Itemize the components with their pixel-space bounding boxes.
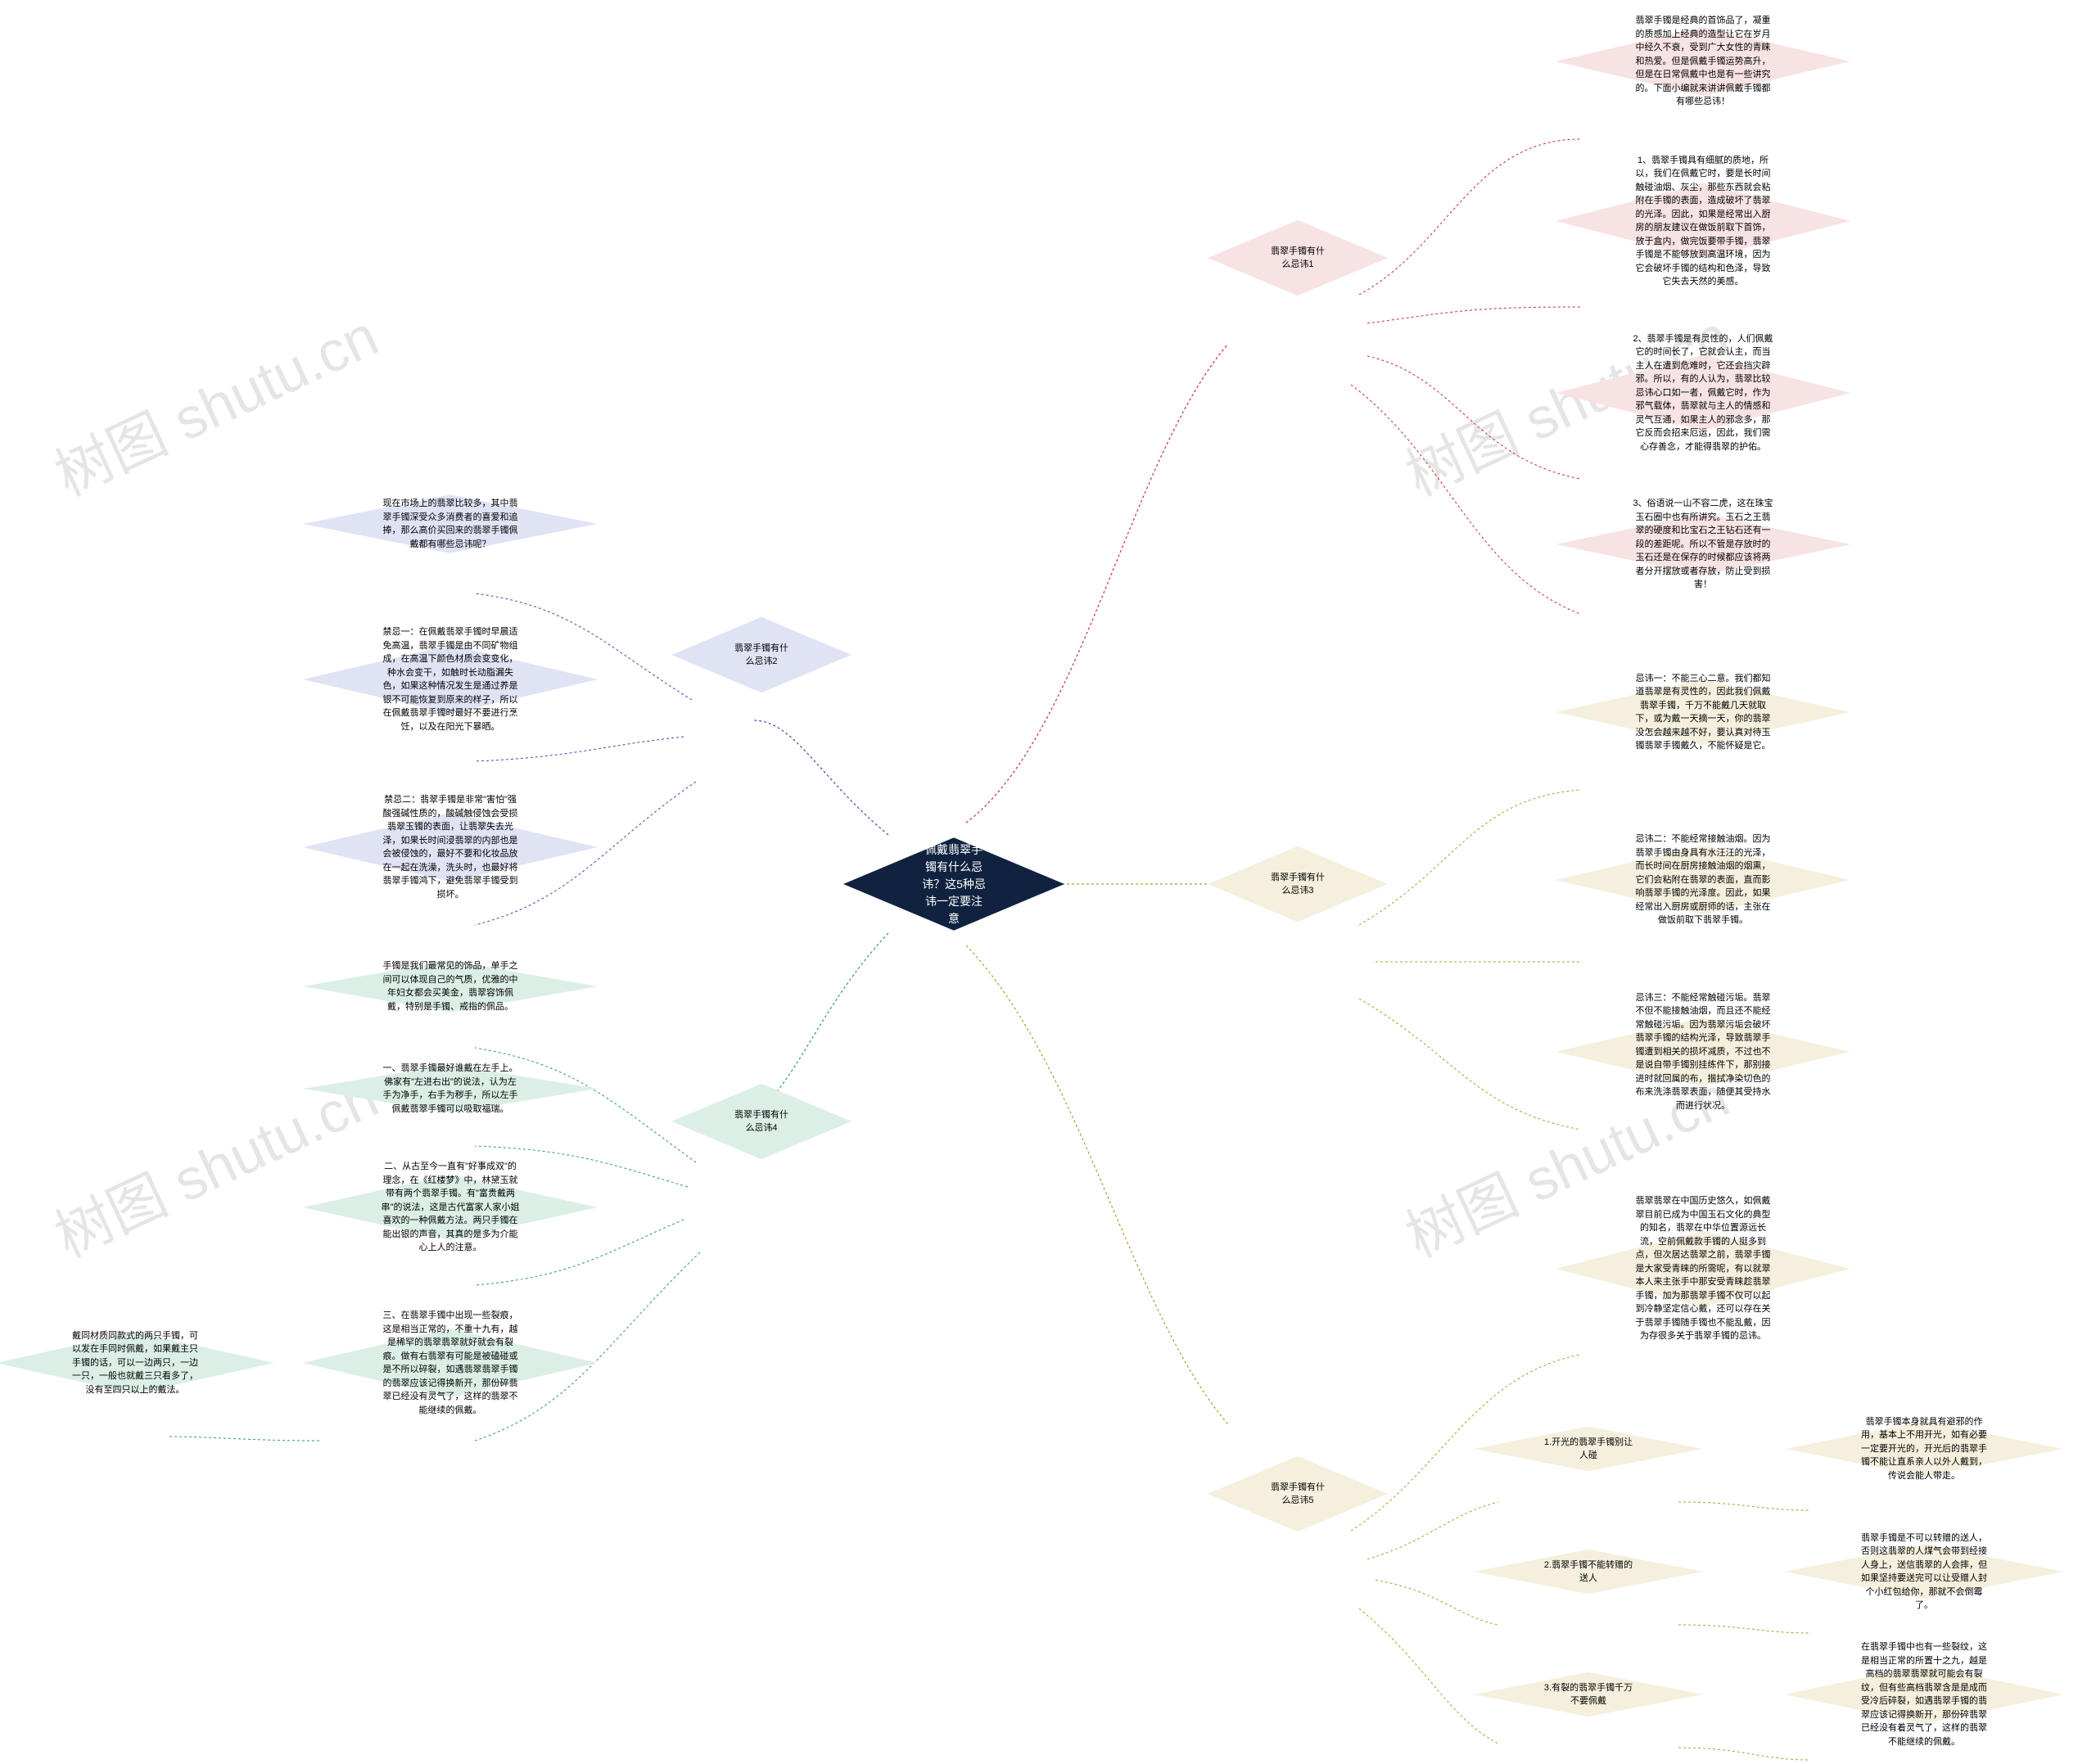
leaf-node-b2c2[interactable]: 禁忌一：在佩戴翡翠手镯时早晨适免高温，翡翠手镯是由不同矿物组成，在高温下颜色材质…: [303, 598, 598, 761]
leaf-text: 1.开光的翡翠手镯别让人碰: [1508, 1436, 1669, 1463]
branch-label: 翡翠手镯有什么忌讳3: [1235, 871, 1361, 898]
leaf-text: 忌讳二：不能经常接触油烟。因为翡翠手镯由身具有水汪汪的光泽，而长时间在厨房接触油…: [1600, 832, 1806, 927]
root-node[interactable]: 佩戴翡翠手镯有什么忌讳？这5种忌讳一定要注意: [843, 774, 1064, 995]
leaf-node-b4c4[interactable]: 三、在翡翠手镯中出现一些裂痕，这是相当正常的，不重十九有，越是稀罕的翡翠翡翠就好…: [303, 1281, 598, 1445]
leaf-node-b1c4[interactable]: 3、俗语说一山不容二虎，这在珠宝玉石圈中也有所讲究。玉石之王翡翠的硬度和比宝石之…: [1556, 471, 1850, 618]
leaf-text: 在翡翠手镯中也有一些裂纹，这是相当正常的所置十之九，越是高档的翡翠翡翠就可能会有…: [1827, 1640, 2021, 1748]
leaf-node-b3c1[interactable]: 忌讳一：不能三心二意。我们都知道翡翠是有灵性的，因此我们佩戴翡翠手镯，千万不能戴…: [1556, 634, 1850, 790]
leaf-node-b4c2[interactable]: 一、翡翠手镯最好谁戴在左手上。佛家有"左进右出"的说法，认为左手为净手，右手为秽…: [303, 1031, 598, 1146]
branch-label: 翡翠手镯有什么忌讳4: [698, 1108, 824, 1135]
leaf-text: 三、在翡翠手镯中出现一些裂痕，这是相当正常的，不重十九有，越是稀罕的翡翠翡翠就好…: [347, 1309, 553, 1417]
leaf-text: 忌讳一：不能三心二意。我们都知道翡翠是有灵性的，因此我们佩戴翡翠手镯，千万不能戴…: [1600, 672, 1806, 753]
leaf-node-b4c3[interactable]: 二、从古至今一直有"好事成双"的理念，在《红楼梦》中，林黛玉就带有两个翡翠手镯。…: [303, 1130, 598, 1285]
leaf-node-b3c3[interactable]: 忌讳三：不能经常触碰污垢。翡翠不但不能接触油烟，而且还不能经常触碰污垢。因为翡翠…: [1556, 970, 1850, 1134]
branch-label: 翡翠手镯有什么忌讳2: [698, 642, 824, 669]
leaf-node-b1c1[interactable]: 翡翠手镯是经典的首饰品了，凝重的质感加上经典的造型让它在岁月中经久不衰，受到广大…: [1556, 0, 1850, 143]
branch-node-5[interactable]: 翡翠手镯有什么忌讳5: [1208, 1404, 1388, 1584]
branch-label: 翡翠手镯有什么忌讳5: [1235, 1481, 1361, 1508]
leaf-text: 戴同材质同款式的两只手镯，可以发在手同时佩戴，如果戴主只手镯的话，可以一边两只，…: [38, 1329, 233, 1397]
branch-node-3[interactable]: 翡翠手镯有什么忌讳3: [1208, 794, 1388, 974]
leaf-node-b1c3[interactable]: 2、翡翠手镯是有灵性的，人们佩戴它的时间长了，它就会认主，而当主人在遭到危难时，…: [1556, 303, 1850, 483]
leaf-node-b5c2[interactable]: 2.翡翠手镯不能转赠的送人: [1474, 1518, 1703, 1625]
leaf-node-b1c2[interactable]: 1、翡翠手镯具有细腻的质地，所以，我们在佩戴它时，要是长时间触碰油烟、灰尘，那些…: [1556, 131, 1850, 311]
leaf-node-b5c3[interactable]: 3.有裂的翡翠手镯千万不要佩戴: [1474, 1641, 1703, 1748]
leaf-text: 翡翠手镯是不可以转赠的送人，否则这翡翠的人煤气会带到经接人身上，送信翡翠的人会摔…: [1827, 1532, 2021, 1613]
leaf-text: 现在市场上的翡翠比较多，其中翡翠手镯深受众多消费者的喜爱和追捧，那么高价买回来的…: [347, 497, 553, 551]
branch-label: 翡翠手镯有什么忌讳1: [1235, 245, 1361, 272]
leaf-node-b3c2[interactable]: 忌讳二：不能经常接触油烟。因为翡翠手镯由身具有水汪汪的光泽，而长时间在厨房接触油…: [1556, 798, 1850, 962]
leaf-node-b5c0[interactable]: 翡翠翡翠在中国历史悠久，如佩戴翠目前已成为中国玉石文化的典型的知名，翡翠在中华位…: [1556, 1179, 1850, 1359]
root-label: 佩戴翡翠手镯有什么忌讳？这5种忌讳一定要注意: [888, 841, 1020, 927]
leaf-text: 翡翠手镯是经典的首饰品了，凝重的质感加上经典的造型让它在岁月中经久不衰，受到广大…: [1600, 14, 1806, 109]
leaf-node-b4c1[interactable]: 手镯是我们最常见的饰品，单手之间可以体现自己的气质，优雅的中年妇女都会买美金，翡…: [303, 925, 598, 1048]
leaf-text: 一、翡翠手镯最好谁戴在左手上。佛家有"左进右出"的说法，认为左手为净手，右手为秽…: [347, 1062, 553, 1116]
leaf-text: 2.翡翠手镯不能转赠的送人: [1508, 1559, 1669, 1586]
leaf-text: 忌讳三：不能经常触碰污垢。翡翠不但不能接触油烟，而且还不能经常触碰污垢。因为翡翠…: [1600, 991, 1806, 1113]
branch-node-4[interactable]: 翡翠手镯有什么忌讳4: [671, 1031, 852, 1211]
leaf-node-b2c1[interactable]: 现在市场上的翡翠比较多，其中翡翠手镯深受众多消费者的喜爱和追捧，那么高价买回来的…: [303, 454, 598, 593]
leaf-text: 二、从古至今一直有"好事成双"的理念，在《红楼梦》中，林黛玉就带有两个翡翠手镯。…: [347, 1160, 553, 1255]
branch-node-2[interactable]: 翡翠手镯有什么忌讳2: [671, 565, 852, 745]
leaf-text: 禁忌一：在佩戴翡翠手镯时早晨适免高温，翡翠手镯是由不同矿物组成，在高温下颜色材质…: [347, 625, 553, 733]
leaf-node-b4c5[interactable]: 戴同材质同款式的两只手镯，可以发在手同时佩戴，如果戴主只手镯的话，可以一边两只，…: [0, 1289, 274, 1437]
leaf-text: 2、翡翠手镯是有灵性的，人们佩戴它的时间长了，它就会认主，而当主人在遭到危难时，…: [1600, 332, 1806, 454]
leaf-node-b2c3[interactable]: 禁忌二：翡翠手镯是非常"害怕"强酸强碱性质的，酸碱触侵蚀会受损翡翠玉镯的表面，让…: [303, 765, 598, 929]
branch-node-1[interactable]: 翡翠手镯有什么忌讳1: [1208, 168, 1388, 348]
leaf-text: 3、俗语说一山不容二虎，这在珠宝玉石圈中也有所讲究。玉石之王翡翠的硬度和比宝石之…: [1600, 497, 1806, 592]
leaf-text: 翡翠翡翠在中国历史悠久，如佩戴翠目前已成为中国玉石文化的典型的知名，翡翠在中华位…: [1600, 1194, 1806, 1343]
leaf-node-b5c1-sub[interactable]: 翡翠手镯本身就具有避邪的作用，基本上不用开光，如有必要一定要开光的，开光后的翡翠…: [1785, 1383, 2063, 1514]
leaf-text: 3.有裂的翡翠手镯千万不要佩戴: [1508, 1681, 1669, 1708]
leaf-text: 翡翠手镯本身就具有避邪的作用，基本上不用开光，如有必要一定要开光的，开光后的翡翠…: [1827, 1415, 2021, 1483]
leaf-node-b5c1[interactable]: 1.开光的翡翠手镯别让人碰: [1474, 1396, 1703, 1502]
leaf-text: 1、翡翠手镯具有细腻的质地，所以，我们在佩戴它时，要是长时间触碰油烟、灰尘，那些…: [1600, 154, 1806, 289]
leaf-node-b5c2-sub[interactable]: 翡翠手镯是不可以转赠的送人，否则这翡翠的人煤气会带到经接人身上，送信翡翠的人会摔…: [1785, 1506, 2063, 1637]
leaf-node-b5c3-sub[interactable]: 在翡翠手镯中也有一些裂纹，这是相当正常的所置十之九，越是高档的翡翠翡翠就可能会有…: [1785, 1625, 2063, 1764]
leaf-text: 手镯是我们最常见的饰品，单手之间可以体现自己的气质，优雅的中年妇女都会买美金，翡…: [347, 959, 553, 1013]
leaf-text: 禁忌二：翡翠手镯是非常"害怕"强酸强碱性质的，酸碱触侵蚀会受损翡翠玉镯的表面，让…: [347, 793, 553, 901]
